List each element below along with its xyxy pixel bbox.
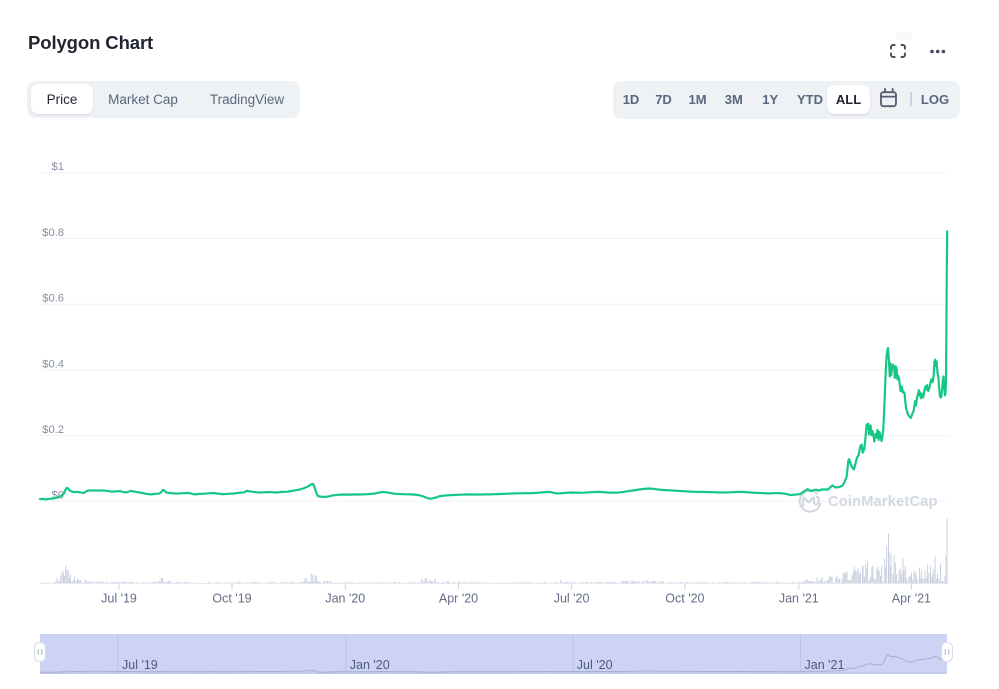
svg-text:Jan '21: Jan '21 <box>805 658 845 672</box>
svg-text:$0.8: $0.8 <box>42 227 64 239</box>
svg-text:$0.2: $0.2 <box>42 424 64 436</box>
svg-text:Apr '20: Apr '20 <box>439 592 478 606</box>
svg-text:Jan '20: Jan '20 <box>350 658 390 672</box>
svg-text:CoinMarketCap: CoinMarketCap <box>828 494 938 510</box>
svg-text:Jan '20: Jan '20 <box>325 592 365 606</box>
svg-text:$0.4: $0.4 <box>42 358 64 370</box>
svg-text:Jul '20: Jul '20 <box>554 592 590 606</box>
svg-text:Jul '19: Jul '19 <box>122 658 158 672</box>
svg-text:Oct '20: Oct '20 <box>665 592 704 606</box>
svg-text:$1: $1 <box>52 161 64 173</box>
svg-text:Jul '20: Jul '20 <box>577 658 613 672</box>
svg-text:Apr '21: Apr '21 <box>892 592 931 606</box>
svg-text:$0.6: $0.6 <box>42 293 64 305</box>
svg-text:Jul '19: Jul '19 <box>101 592 137 606</box>
svg-text:Jan '21: Jan '21 <box>779 592 819 606</box>
svg-text:Oct '19: Oct '19 <box>212 592 251 606</box>
